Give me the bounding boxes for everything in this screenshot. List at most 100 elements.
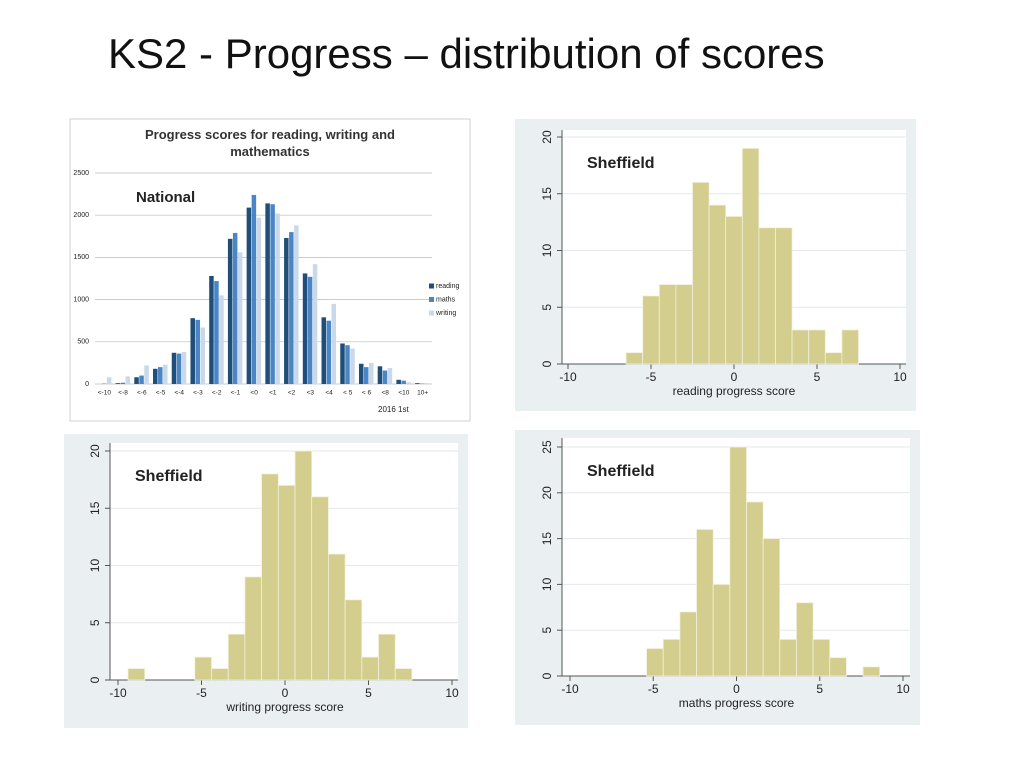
y-tick-label: 20 [540, 130, 554, 144]
y-tick-label: 5 [88, 619, 102, 626]
histogram-bar [808, 329, 826, 365]
bar [312, 264, 318, 384]
histogram-bar [261, 473, 279, 681]
x-tick-label: -10 [109, 686, 127, 700]
y-tick-label: 15 [540, 187, 554, 201]
bar [251, 194, 257, 384]
bar [401, 380, 406, 384]
histogram-bar [746, 501, 764, 677]
histogram-bar [244, 576, 263, 681]
bar [219, 295, 224, 384]
y-tick-label: 5 [540, 627, 554, 634]
x-tick-label: 10 [896, 682, 910, 696]
bar [181, 351, 187, 384]
histogram-bar [211, 668, 229, 681]
y-tick-label: 20 [88, 444, 102, 458]
x-axis-label: reading progress score [673, 384, 796, 398]
y-tick-label: 10 [88, 559, 102, 573]
bar [415, 383, 420, 384]
bar [158, 367, 163, 384]
bar [120, 382, 126, 384]
bar [200, 327, 205, 384]
x-tick-label: <-3 [193, 390, 203, 397]
y-tick-label: 25 [540, 440, 554, 454]
note: 2016 1st [378, 405, 409, 414]
bar [396, 379, 401, 384]
bar [265, 203, 270, 384]
y-tick-label: 2500 [73, 170, 89, 177]
histogram-bar [662, 638, 681, 677]
x-tick-label: -10 [561, 682, 579, 696]
legend-label: maths [436, 296, 456, 303]
histogram-bar [841, 329, 859, 365]
x-tick-label: <-10 [98, 390, 112, 397]
bar [289, 232, 294, 384]
y-tick-label: 1000 [73, 296, 89, 303]
y-tick-label: 0 [85, 381, 89, 388]
legend-label: reading [436, 283, 459, 290]
bar [237, 252, 243, 384]
histogram-bar [862, 666, 881, 677]
x-tick-label: 5 [365, 686, 372, 700]
histogram-bar [812, 638, 831, 677]
bar [227, 238, 233, 384]
histogram-bar [311, 496, 329, 681]
histogram-bar [725, 216, 743, 365]
x-tick-label: <0 [250, 390, 258, 397]
bar [345, 345, 350, 384]
x-tick-label: 0 [282, 686, 289, 700]
y-tick-label: 1500 [73, 254, 89, 261]
bar [350, 348, 355, 384]
x-tick-label: -5 [648, 682, 659, 696]
slide-title: KS2 - Progress – distribution of scores [108, 30, 825, 77]
legend-swatch [429, 297, 434, 302]
histogram-bar [824, 352, 843, 365]
bar [270, 204, 275, 384]
bar [106, 377, 112, 384]
x-tick-label: <-6 [137, 390, 147, 397]
bar [331, 303, 337, 384]
y-tick-label: 15 [540, 532, 554, 546]
histogram-bar [294, 450, 313, 681]
histogram-bar [729, 446, 747, 677]
bar [326, 320, 332, 384]
x-tick-label: < 6 [362, 390, 372, 397]
y-tick-label: 10 [540, 244, 554, 258]
histogram-bar [227, 633, 246, 681]
histogram-bar [796, 602, 814, 677]
bar [246, 207, 252, 384]
histogram-bar [127, 668, 146, 681]
bar [340, 343, 345, 384]
bar [153, 368, 158, 384]
histogram-bar [277, 484, 296, 681]
x-tick-label: <1 [269, 390, 277, 397]
histogram-bar [712, 584, 731, 677]
y-tick-label: 0 [540, 360, 554, 367]
bar [275, 213, 280, 384]
bar [382, 370, 388, 384]
x-tick-label: <8 [381, 390, 389, 397]
y-tick-label: 2000 [73, 212, 89, 219]
x-tick-label: 10 [445, 686, 459, 700]
x-tick-label: -10 [559, 370, 577, 384]
x-tick-label: <3 [307, 390, 315, 397]
bar [209, 275, 214, 384]
bar [363, 367, 369, 384]
x-tick-label: -5 [196, 686, 207, 700]
histogram-bar [741, 147, 760, 365]
bar [195, 319, 200, 384]
bar [171, 352, 177, 384]
histogram-bar [328, 553, 346, 681]
histogram-bar [758, 227, 776, 365]
bar [176, 353, 182, 384]
histogram-bar [762, 538, 781, 677]
histogram-bar [779, 638, 797, 677]
x-tick-label: 0 [733, 682, 740, 696]
bar [368, 362, 374, 384]
y-tick-label: 0 [540, 672, 554, 679]
y-tick-label: 20 [540, 486, 554, 500]
histogram-bar [394, 668, 413, 681]
x-tick-label: <4 [325, 390, 333, 397]
